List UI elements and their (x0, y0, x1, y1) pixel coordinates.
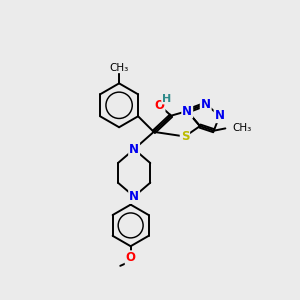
Text: S: S (181, 130, 189, 143)
Text: N: N (129, 190, 139, 203)
Text: N: N (129, 143, 139, 156)
Text: O: O (126, 251, 136, 264)
Text: CH₃: CH₃ (232, 123, 251, 134)
Text: O: O (154, 99, 164, 112)
Text: H: H (162, 94, 171, 104)
Text: N: N (214, 109, 225, 122)
Text: CH₃: CH₃ (110, 63, 129, 73)
Text: N: N (182, 105, 192, 118)
Text: N: N (201, 98, 211, 111)
